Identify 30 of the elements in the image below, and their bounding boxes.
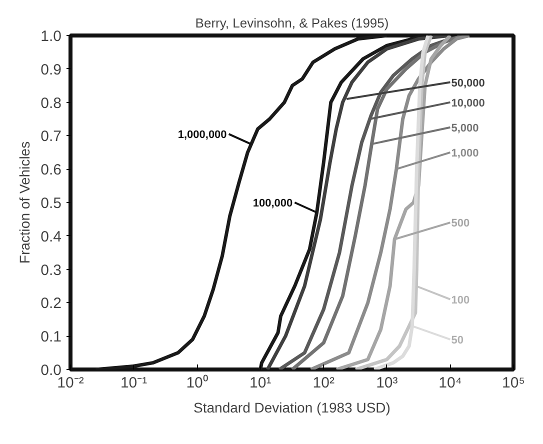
y-tick-label: 0.9: [40, 61, 62, 78]
annotation: 1,000,000: [178, 129, 227, 142]
annotation: 1,000: [451, 147, 479, 160]
y-tick-label: 0.3: [40, 262, 62, 279]
y-tick-label: 0.5: [40, 195, 62, 212]
annotation: 100,000: [252, 198, 293, 210]
x-tick-label: 10⁵: [502, 374, 525, 392]
x-tick-label: 10¹: [250, 374, 272, 392]
x-tick-label: 10⁻²: [57, 374, 84, 392]
chart-title: Berry, Levinsohn, & Pakes (1995): [195, 16, 389, 30]
x-tick-label: 10⁴: [438, 374, 462, 392]
y-tick-label: 0.4: [40, 228, 62, 246]
annotation: 10,000: [451, 97, 485, 110]
y-axis-title: Fraction of Vehicles: [16, 141, 33, 264]
y-tick-label: 0.8: [40, 94, 62, 112]
annotation: 500: [451, 218, 470, 230]
y-tick-label: 0.6: [40, 162, 62, 179]
x-tick-label: 10²: [312, 374, 334, 392]
annotation: 5,000: [451, 122, 479, 134]
x-tick-label: 10⁻¹: [120, 374, 148, 392]
y-tick-label: 1.0: [40, 28, 62, 45]
annotation: 100: [451, 294, 470, 306]
x-axis-title: Standard Deviation (1983 USD): [194, 400, 390, 416]
x-tick-label: 10³: [376, 374, 398, 392]
y-tick-label: 0.7: [40, 128, 62, 146]
x-tick-label: 10⁰: [186, 374, 208, 392]
y-tick-label: 0.2: [40, 295, 62, 312]
y-tick-label: 0.1: [40, 328, 62, 346]
annotation: 50: [451, 334, 464, 346]
annotation: 50,000: [451, 77, 485, 90]
